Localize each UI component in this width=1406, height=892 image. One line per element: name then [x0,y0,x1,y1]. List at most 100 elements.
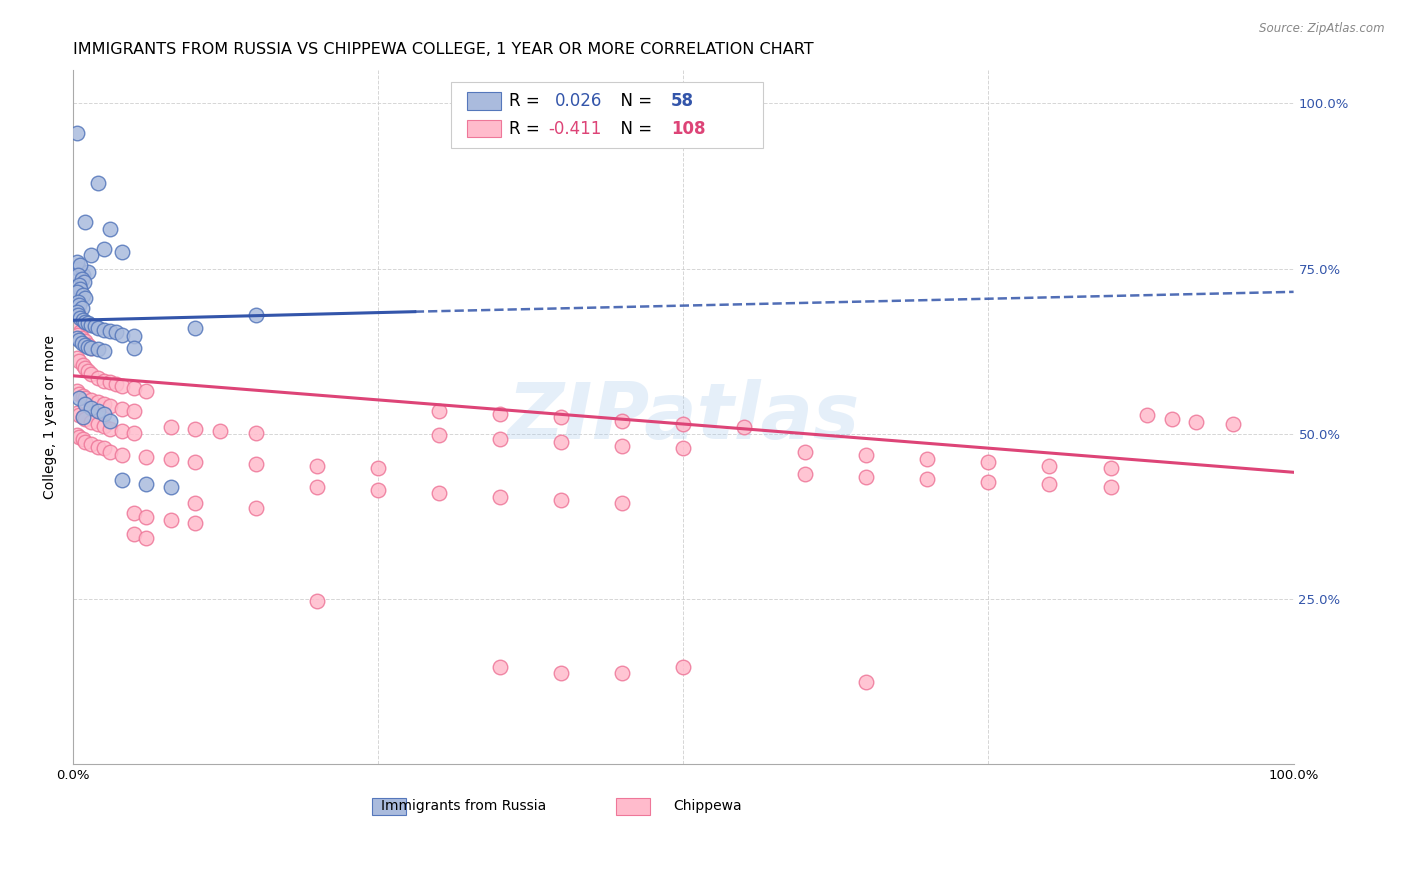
Point [80,415,103,429]
Point [489,659,512,673]
Point [550,666,572,681]
Point [72,313,94,327]
Point [80,437,103,451]
FancyBboxPatch shape [451,82,762,148]
Point [75,337,97,351]
Point [86,404,108,418]
Point [122,506,145,520]
Point [550,493,572,508]
Point [184,496,207,510]
Point [122,381,145,395]
Point [184,516,207,531]
Point [612,666,634,681]
Point [93,322,115,336]
Point [245,500,267,515]
Point [70,271,93,285]
Point [86,395,108,409]
Point [75,434,97,449]
Point [86,176,108,190]
Point [672,442,695,456]
Point [307,458,329,473]
Point [75,315,97,329]
Point [612,414,634,428]
Point [72,410,94,425]
FancyBboxPatch shape [467,120,502,137]
Point [307,480,329,494]
Point [98,399,121,413]
Point [67,409,90,423]
Point [855,674,877,689]
Point [86,440,108,454]
Point [67,261,90,276]
Text: R =: R = [509,92,544,110]
Text: -0.411: -0.411 [548,120,602,137]
Point [111,401,134,416]
Point [184,455,207,469]
Point [1185,415,1208,429]
Text: R =: R = [509,120,544,137]
Point [76,340,98,354]
Point [66,351,89,365]
Point [98,324,121,338]
Point [93,374,115,388]
Point [66,255,89,269]
Point [69,325,91,339]
Point [66,428,89,442]
Text: Immigrants from Russia: Immigrants from Russia [381,799,547,814]
Point [93,419,115,434]
Text: 108: 108 [671,120,706,137]
Point [184,422,207,436]
Point [184,321,207,335]
Point [70,301,93,316]
Point [73,275,96,289]
Point [1099,461,1122,475]
Text: N =: N = [610,92,658,110]
Point [67,333,90,347]
Point [367,483,389,497]
Point [72,410,94,425]
Point [75,334,97,349]
Point [612,496,634,510]
Point [122,341,145,355]
Point [245,425,267,440]
Point [80,401,103,415]
Point [672,417,695,431]
Point [93,344,115,359]
Point [794,467,817,481]
Point [67,298,90,312]
Point [977,475,1000,489]
Point [159,452,181,467]
Point [93,407,115,421]
Point [80,248,103,262]
Point [489,432,512,446]
Point [70,331,93,345]
Text: 0.026: 0.026 [555,92,603,110]
Point [1222,417,1244,431]
Point [66,304,89,318]
Point [84,319,107,334]
Point [122,425,145,440]
Point [1099,480,1122,494]
Point [75,360,97,375]
Point [67,430,90,444]
Point [72,432,94,446]
Point [66,304,89,318]
Point [75,391,97,405]
Point [66,406,89,420]
Point [122,404,145,418]
Point [111,448,134,462]
Point [159,480,181,494]
Point [135,509,157,524]
Point [135,532,157,546]
Point [427,486,450,500]
Point [208,424,231,438]
Point [159,420,181,434]
Point [75,412,97,426]
FancyBboxPatch shape [373,797,406,815]
Point [98,376,121,390]
Point [66,294,89,309]
Point [66,308,89,322]
Point [67,354,90,368]
Point [66,285,89,299]
Point [72,358,94,372]
